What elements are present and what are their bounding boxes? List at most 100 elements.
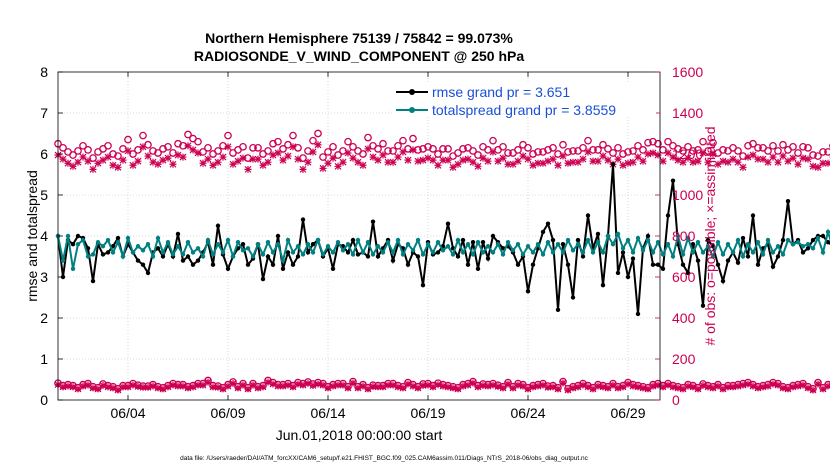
assimilated-obs-point [429, 156, 437, 164]
totalspread-point [490, 250, 496, 255]
rmse-point [310, 242, 316, 247]
assimilated-obs-low-point [699, 381, 707, 389]
rmse-point [280, 266, 286, 271]
rmse-point [345, 250, 351, 255]
assimilated-obs-low-point [534, 382, 542, 390]
assimilated-obs-point [419, 156, 427, 164]
possible-obs-point [489, 136, 497, 145]
assimilated-obs-point [824, 159, 830, 167]
possible-obs-point [409, 134, 417, 143]
rmse-point [105, 250, 111, 255]
assimilated-obs-low-point [629, 382, 637, 390]
totalspread-point [325, 244, 331, 249]
totalspread-point [610, 242, 616, 247]
totalspread-point [635, 235, 641, 241]
totalspread-point [600, 250, 606, 255]
assimilated-obs-point [789, 154, 797, 162]
possible-obs-point [334, 151, 342, 159]
data-file-footer: data file: /Users/raeder/DAI/ATM_forcXX/… [180, 455, 589, 462]
y2-tick-label: 400 [672, 310, 696, 326]
possible-obs-point [379, 139, 387, 148]
assimilated-obs-point [254, 155, 262, 163]
assimilated-obs-point [264, 158, 272, 166]
totalspread-point [625, 237, 631, 243]
totalspread-point [530, 250, 536, 255]
assimilated-obs-low-point [119, 383, 127, 391]
totalspread-point [315, 237, 321, 243]
assimilated-obs-low-point [224, 382, 232, 390]
rmse-point [695, 258, 701, 263]
assimilated-obs-point [524, 155, 532, 163]
assimilated-obs-point [704, 158, 712, 166]
assimilated-obs-low-point [739, 381, 747, 389]
assimilated-obs-point [659, 157, 667, 165]
assimilated-obs-low-point [294, 380, 302, 388]
totalspread-point [690, 250, 696, 255]
assimilated-obs-low-point [489, 381, 497, 389]
totalspread-point [575, 242, 581, 247]
possible-obs-point [79, 141, 87, 150]
assimilated-obs-point [104, 153, 112, 161]
possible-obs-point [439, 145, 447, 153]
assimilated-obs-point [804, 155, 812, 163]
assimilated-obs-low-point [69, 383, 77, 391]
totalspread-point [245, 246, 251, 251]
totalspread-point [380, 250, 386, 255]
totalspread-point [330, 250, 336, 255]
rmse-point [330, 266, 336, 271]
assimilated-obs-point [699, 149, 707, 157]
possible-obs-point [129, 150, 137, 158]
assimilated-obs-point [354, 158, 362, 166]
rmse-point [135, 258, 141, 263]
possible-obs-point [579, 144, 587, 152]
possible-obs-point [254, 144, 262, 152]
assimilated-obs-low-point [569, 384, 577, 392]
possible-obs-point [264, 147, 272, 155]
y2-tick-label: 1200 [672, 146, 703, 162]
assimilated-obs-point [744, 153, 752, 161]
assimilated-obs-point [434, 161, 442, 169]
assimilated-obs-low-point [144, 383, 152, 391]
rmse-point [375, 254, 381, 259]
totalspread-point [360, 250, 366, 255]
assimilated-obs-point [554, 161, 562, 169]
totalspread-point [465, 242, 471, 247]
assimilated-obs-low-point [369, 382, 377, 390]
totalspread-point [305, 242, 311, 247]
rmse-point [275, 233, 281, 239]
totalspread-point [340, 248, 346, 253]
totalspread-point [710, 254, 716, 259]
assimilated-obs-low-point [319, 381, 327, 389]
assimilated-obs-low-point [169, 381, 177, 389]
totalspread-point [155, 235, 161, 241]
assimilated-obs-low-point [384, 381, 392, 389]
assimilated-obs-point [514, 157, 522, 165]
totalspread-point [755, 239, 761, 245]
rmse-point [465, 262, 471, 267]
assimilated-obs-low-point [159, 385, 167, 393]
assimilated-obs-low-point [229, 379, 237, 387]
assimilated-obs-point [369, 153, 377, 161]
possible-obs-point [664, 137, 672, 146]
totalspread-point [785, 237, 791, 243]
assimilated-obs-point [174, 151, 182, 159]
assimilated-obs-point [269, 151, 277, 159]
assimilated-obs-low-point [389, 381, 397, 389]
assimilated-obs-point [589, 157, 597, 165]
assimilated-obs-point [654, 151, 662, 159]
totalspread-point [100, 244, 106, 249]
rmse-point [670, 178, 676, 183]
rmse-line [57, 164, 830, 314]
assimilated-obs-low-point [484, 382, 492, 390]
totalspread-point [240, 248, 246, 253]
possible-obs-point [444, 145, 452, 153]
totalspread-point [520, 252, 526, 257]
totalspread-point [115, 239, 121, 245]
assimilated-obs-low-point [84, 381, 92, 389]
assimilated-obs-point [484, 157, 492, 165]
assimilated-obs-point [594, 157, 602, 165]
assimilated-obs-low-point [329, 382, 337, 390]
possible-obs-point [754, 144, 762, 152]
chart-subtitle: RADIOSONDE_V_WIND_COMPONENT @ 250 hPa [194, 48, 524, 64]
totalspread-point [260, 252, 266, 257]
